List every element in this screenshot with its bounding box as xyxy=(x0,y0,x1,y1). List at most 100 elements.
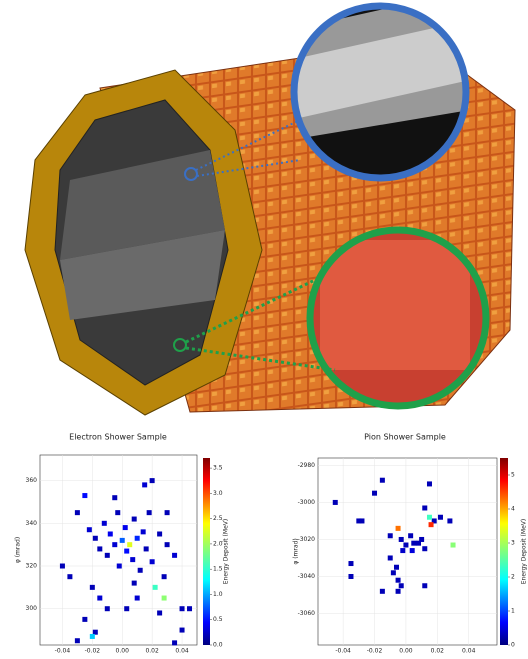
energy-cell xyxy=(372,490,378,496)
energy-cell xyxy=(348,561,354,567)
energy-cell xyxy=(149,559,155,565)
energy-cell xyxy=(408,533,414,539)
y-axis-label: φ (mrad) xyxy=(15,537,22,563)
energy-cell xyxy=(157,610,163,616)
energy-cell xyxy=(92,535,98,541)
energy-cell xyxy=(179,606,185,612)
y-tick-label: 300 xyxy=(26,605,38,612)
energy-cell xyxy=(101,520,107,526)
energy-cell xyxy=(124,606,130,612)
x-tick-label: 0.02 xyxy=(145,648,159,655)
energy-cell xyxy=(130,557,136,563)
energy-cell xyxy=(332,499,338,505)
y-axis-label: φ (mrad) xyxy=(293,538,300,564)
y-tick-label: -3020 xyxy=(298,536,316,543)
energy-cell xyxy=(143,546,149,552)
energy-cell xyxy=(419,536,425,542)
x-tick-label: -0.02 xyxy=(85,648,101,655)
y-tick-label: 360 xyxy=(26,477,38,484)
y-tick-label: 340 xyxy=(26,520,38,527)
energy-cell xyxy=(86,527,92,533)
plot-area xyxy=(317,457,498,646)
colorbar-tick-label: 2.5 xyxy=(213,515,223,522)
energy-cell xyxy=(172,640,178,646)
energy-cell xyxy=(131,516,137,522)
colorbar-tick-label: 2 xyxy=(511,574,515,581)
detector-illustration xyxy=(24,2,516,416)
energy-cell xyxy=(127,542,133,548)
energy-cell xyxy=(395,588,401,594)
energy-cell xyxy=(116,563,122,569)
energy-cell xyxy=(164,542,170,548)
energy-cell xyxy=(379,477,385,483)
energy-cell xyxy=(97,595,103,601)
y-tick-label: -3000 xyxy=(298,499,316,506)
energy-cell xyxy=(422,583,428,589)
x-tick-label: -0.04 xyxy=(55,648,71,655)
energy-cell xyxy=(359,518,365,524)
energy-cell xyxy=(161,595,167,601)
colorbar-tick-label: 3 xyxy=(511,540,515,547)
energy-cell xyxy=(403,542,409,548)
energy-cell xyxy=(398,536,404,542)
energy-cell xyxy=(74,510,80,516)
y-tick-label: -3060 xyxy=(298,610,316,617)
colorbar-tick-label: 0.0 xyxy=(213,642,223,649)
energy-cell xyxy=(89,633,95,639)
colorbar-tick-label: 3.0 xyxy=(213,490,223,497)
chart-title: Electron Shower Sample xyxy=(69,433,167,442)
energy-cell xyxy=(387,555,393,561)
energy-cell xyxy=(172,552,178,558)
colorbar-tick-label: 2.0 xyxy=(213,540,223,547)
energy-cell xyxy=(82,616,88,622)
colorbar-tick-label: 1.0 xyxy=(213,591,223,598)
energy-cell xyxy=(149,478,155,484)
energy-cell xyxy=(107,531,113,537)
energy-cell xyxy=(104,606,110,612)
energy-cell xyxy=(137,567,143,573)
y-tick-label: -3040 xyxy=(298,573,316,580)
colorbar-label: Energy Deposit (MeV) xyxy=(521,519,528,584)
x-tick-label: 0.00 xyxy=(116,648,130,655)
energy-cell xyxy=(161,574,167,580)
energy-cell xyxy=(395,525,401,531)
plot-area xyxy=(39,454,198,646)
energy-cell xyxy=(415,540,421,546)
x-tick-label: 0.02 xyxy=(431,648,445,655)
energy-cell xyxy=(348,573,354,579)
energy-cell xyxy=(409,548,415,554)
energy-cell xyxy=(119,537,125,543)
x-tick-label: 0.04 xyxy=(462,648,476,655)
energy-cell xyxy=(356,518,362,524)
colorbar xyxy=(500,458,508,645)
colorbar-label: Energy Deposit (MeV) xyxy=(223,519,230,584)
energy-cell xyxy=(97,546,103,552)
x-tick-label: -0.04 xyxy=(335,648,351,655)
x-tick-label: 0.04 xyxy=(175,648,189,655)
energy-cell xyxy=(422,505,428,511)
energy-cell xyxy=(187,606,193,612)
energy-cell xyxy=(67,574,73,580)
energy-cell xyxy=(134,595,140,601)
energy-cell xyxy=(164,510,170,516)
energy-cell xyxy=(411,540,417,546)
energy-cell xyxy=(152,584,158,590)
energy-cell xyxy=(112,495,118,501)
energy-cell xyxy=(146,510,152,516)
energy-cell xyxy=(400,548,406,554)
energy-cell xyxy=(157,531,163,537)
energy-cell xyxy=(398,583,404,589)
energy-cell xyxy=(428,522,434,528)
colorbar-tick-label: 4 xyxy=(511,506,515,513)
colorbar-tick-label: 5 xyxy=(511,472,515,479)
energy-cell xyxy=(122,525,128,531)
energy-cell xyxy=(450,542,456,548)
colorbar-tick-label: 0 xyxy=(511,642,515,649)
energy-cell xyxy=(124,548,130,554)
x-tick-label: 0.00 xyxy=(399,648,413,655)
energy-cell xyxy=(82,493,88,499)
energy-cell xyxy=(426,514,432,520)
energy-cell xyxy=(59,563,65,569)
energy-cell xyxy=(437,514,443,520)
